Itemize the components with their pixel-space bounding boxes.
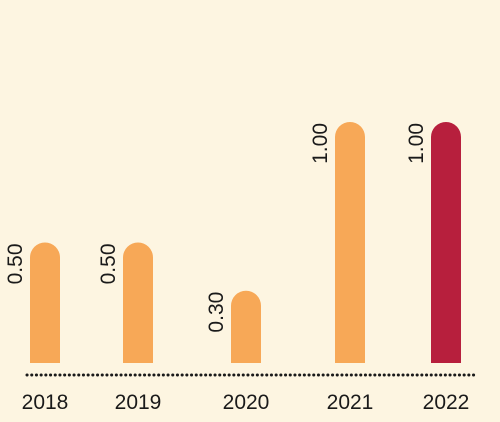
value-label-2018: 0.50 bbox=[4, 244, 27, 285]
bars-group bbox=[30, 122, 461, 363]
value-labels-group: 0.50 0.50 0.30 1.00 1.00 bbox=[4, 123, 428, 333]
x-tick-label-2022: 2022 bbox=[423, 391, 470, 414]
bar-2020 bbox=[231, 290, 261, 363]
bar-2021 bbox=[335, 122, 365, 363]
value-label-2020: 0.30 bbox=[205, 292, 228, 333]
bar-2018 bbox=[30, 242, 60, 363]
bar-2022 bbox=[431, 122, 461, 363]
x-tick-label-2019: 2019 bbox=[115, 391, 162, 414]
value-label-2021: 1.00 bbox=[309, 123, 332, 164]
value-label-2019: 0.50 bbox=[97, 244, 120, 285]
x-tick-label-2020: 2020 bbox=[223, 391, 270, 414]
bar-2019 bbox=[123, 242, 153, 363]
value-label-2022: 1.00 bbox=[405, 123, 428, 164]
x-tick-label-2021: 2021 bbox=[327, 391, 374, 414]
x-axis-tick-labels: 2018 2019 2020 2021 2022 bbox=[22, 391, 470, 414]
x-tick-label-2018: 2018 bbox=[22, 391, 69, 414]
